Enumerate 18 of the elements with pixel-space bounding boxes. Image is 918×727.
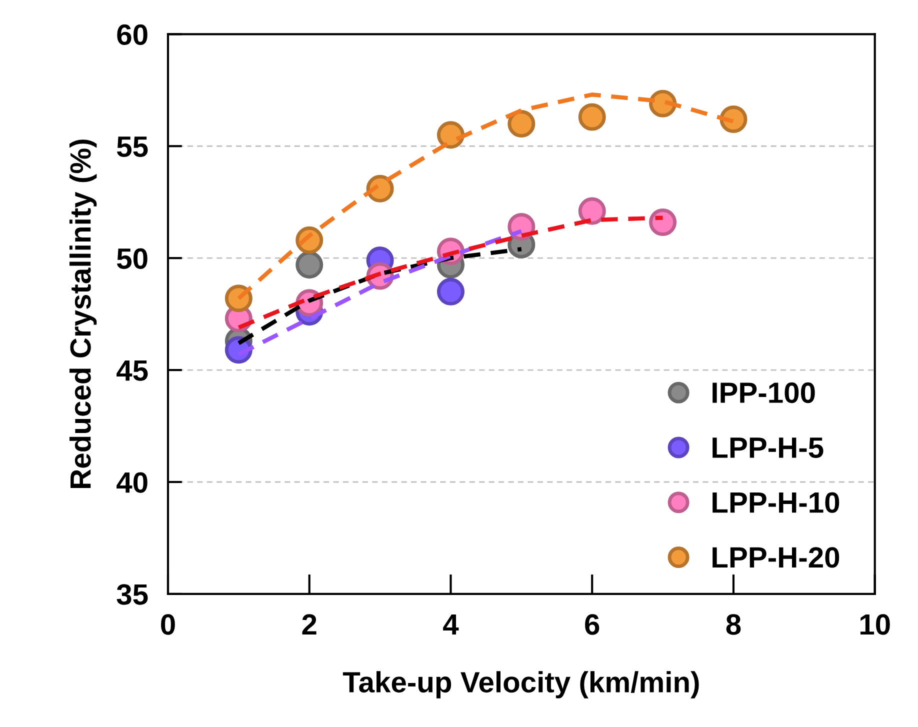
y-tick-label: 40: [116, 472, 148, 493]
x-tick-label: 10: [860, 614, 890, 635]
y-tick-label: 60: [117, 24, 148, 46]
y-tick-label: 35: [116, 584, 148, 605]
x-axis-title: Take-up Velocity (km/min): [342, 671, 699, 698]
y-tick-label: 45: [116, 360, 148, 381]
x-tick-label: 8: [726, 614, 741, 635]
y-axis-title: Reduced Crystallinity (%): [69, 140, 97, 488]
y-tick-label: 50: [117, 248, 148, 269]
legend-label: LPP-H-20: [712, 547, 840, 568]
legend-label: LPP-H-10: [712, 492, 840, 513]
x-tick-label: 4: [443, 614, 459, 635]
x-tick-label: 0: [161, 614, 175, 635]
legend-label: LPP-H-5: [712, 438, 824, 458]
legend-label: IPP-100: [712, 382, 815, 404]
x-tick-label: 6: [585, 614, 600, 635]
x-tick-label: 2: [302, 614, 316, 635]
y-tick-label: 55: [117, 136, 148, 157]
